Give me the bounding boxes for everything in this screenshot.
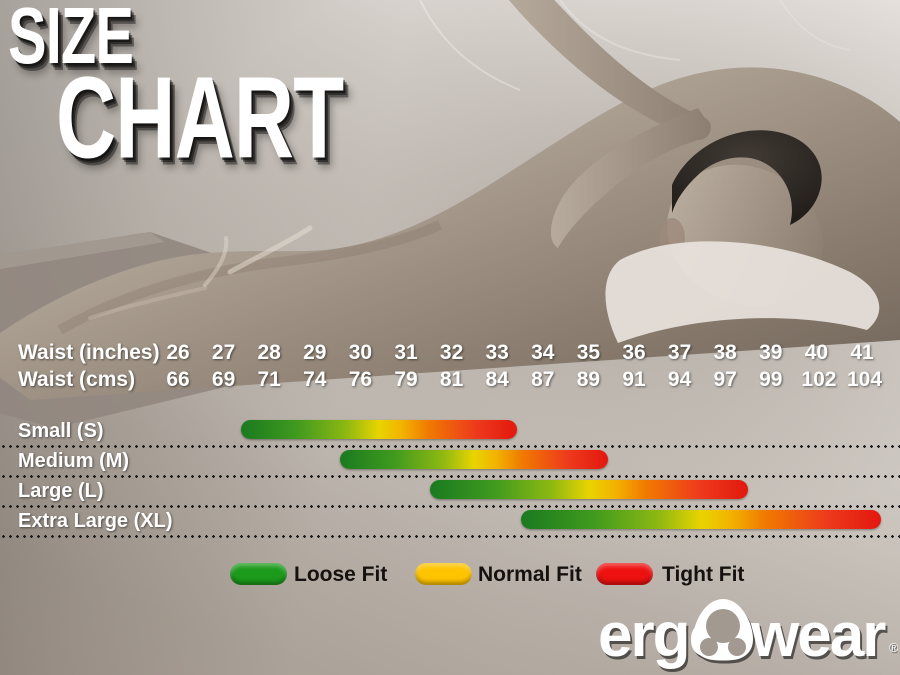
svg-text:®: ® xyxy=(889,640,898,655)
svg-text:wear: wear xyxy=(750,601,886,670)
